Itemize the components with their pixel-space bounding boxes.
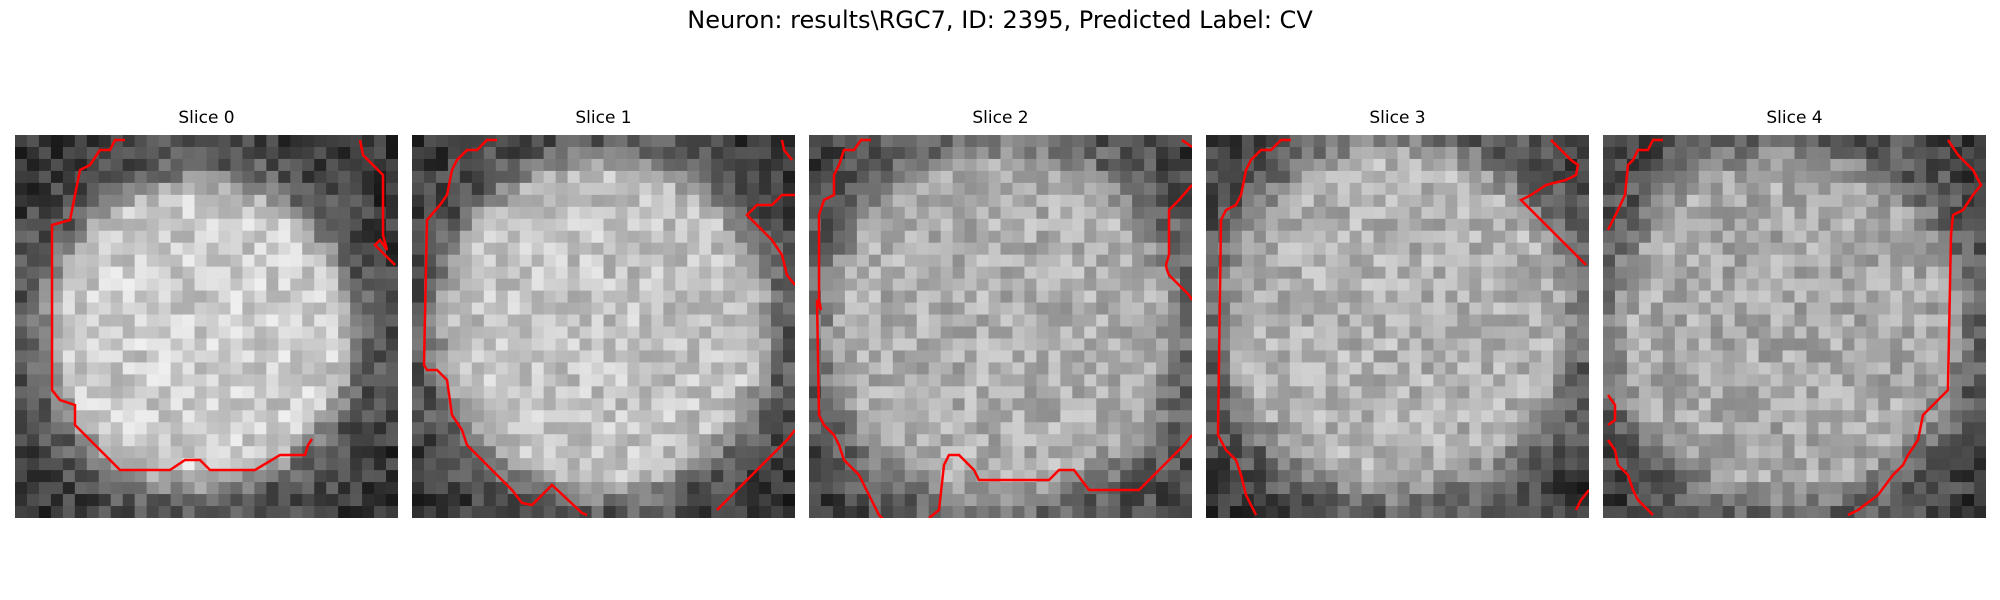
slice-0-title: Slice 0 [15, 108, 398, 128]
slice-1-image [412, 135, 795, 518]
slice-3-image [1206, 135, 1589, 518]
slice-4-panel [1603, 135, 1986, 518]
slice-2-title: Slice 2 [809, 108, 1192, 128]
slice-2-image [809, 135, 1192, 518]
slice-4-image [1603, 135, 1986, 518]
slice-1-title: Slice 1 [412, 108, 795, 128]
slice-3-panel [1206, 135, 1589, 518]
figure-title: Neuron: results\RGC7, ID: 2395, Predicte… [0, 6, 2000, 34]
slice-0-panel [15, 135, 398, 518]
slice-1-panel [412, 135, 795, 518]
slice-0-image [15, 135, 398, 518]
slice-4-title: Slice 4 [1603, 108, 1986, 128]
slice-3-title: Slice 3 [1206, 108, 1589, 128]
slice-2-panel [809, 135, 1192, 518]
